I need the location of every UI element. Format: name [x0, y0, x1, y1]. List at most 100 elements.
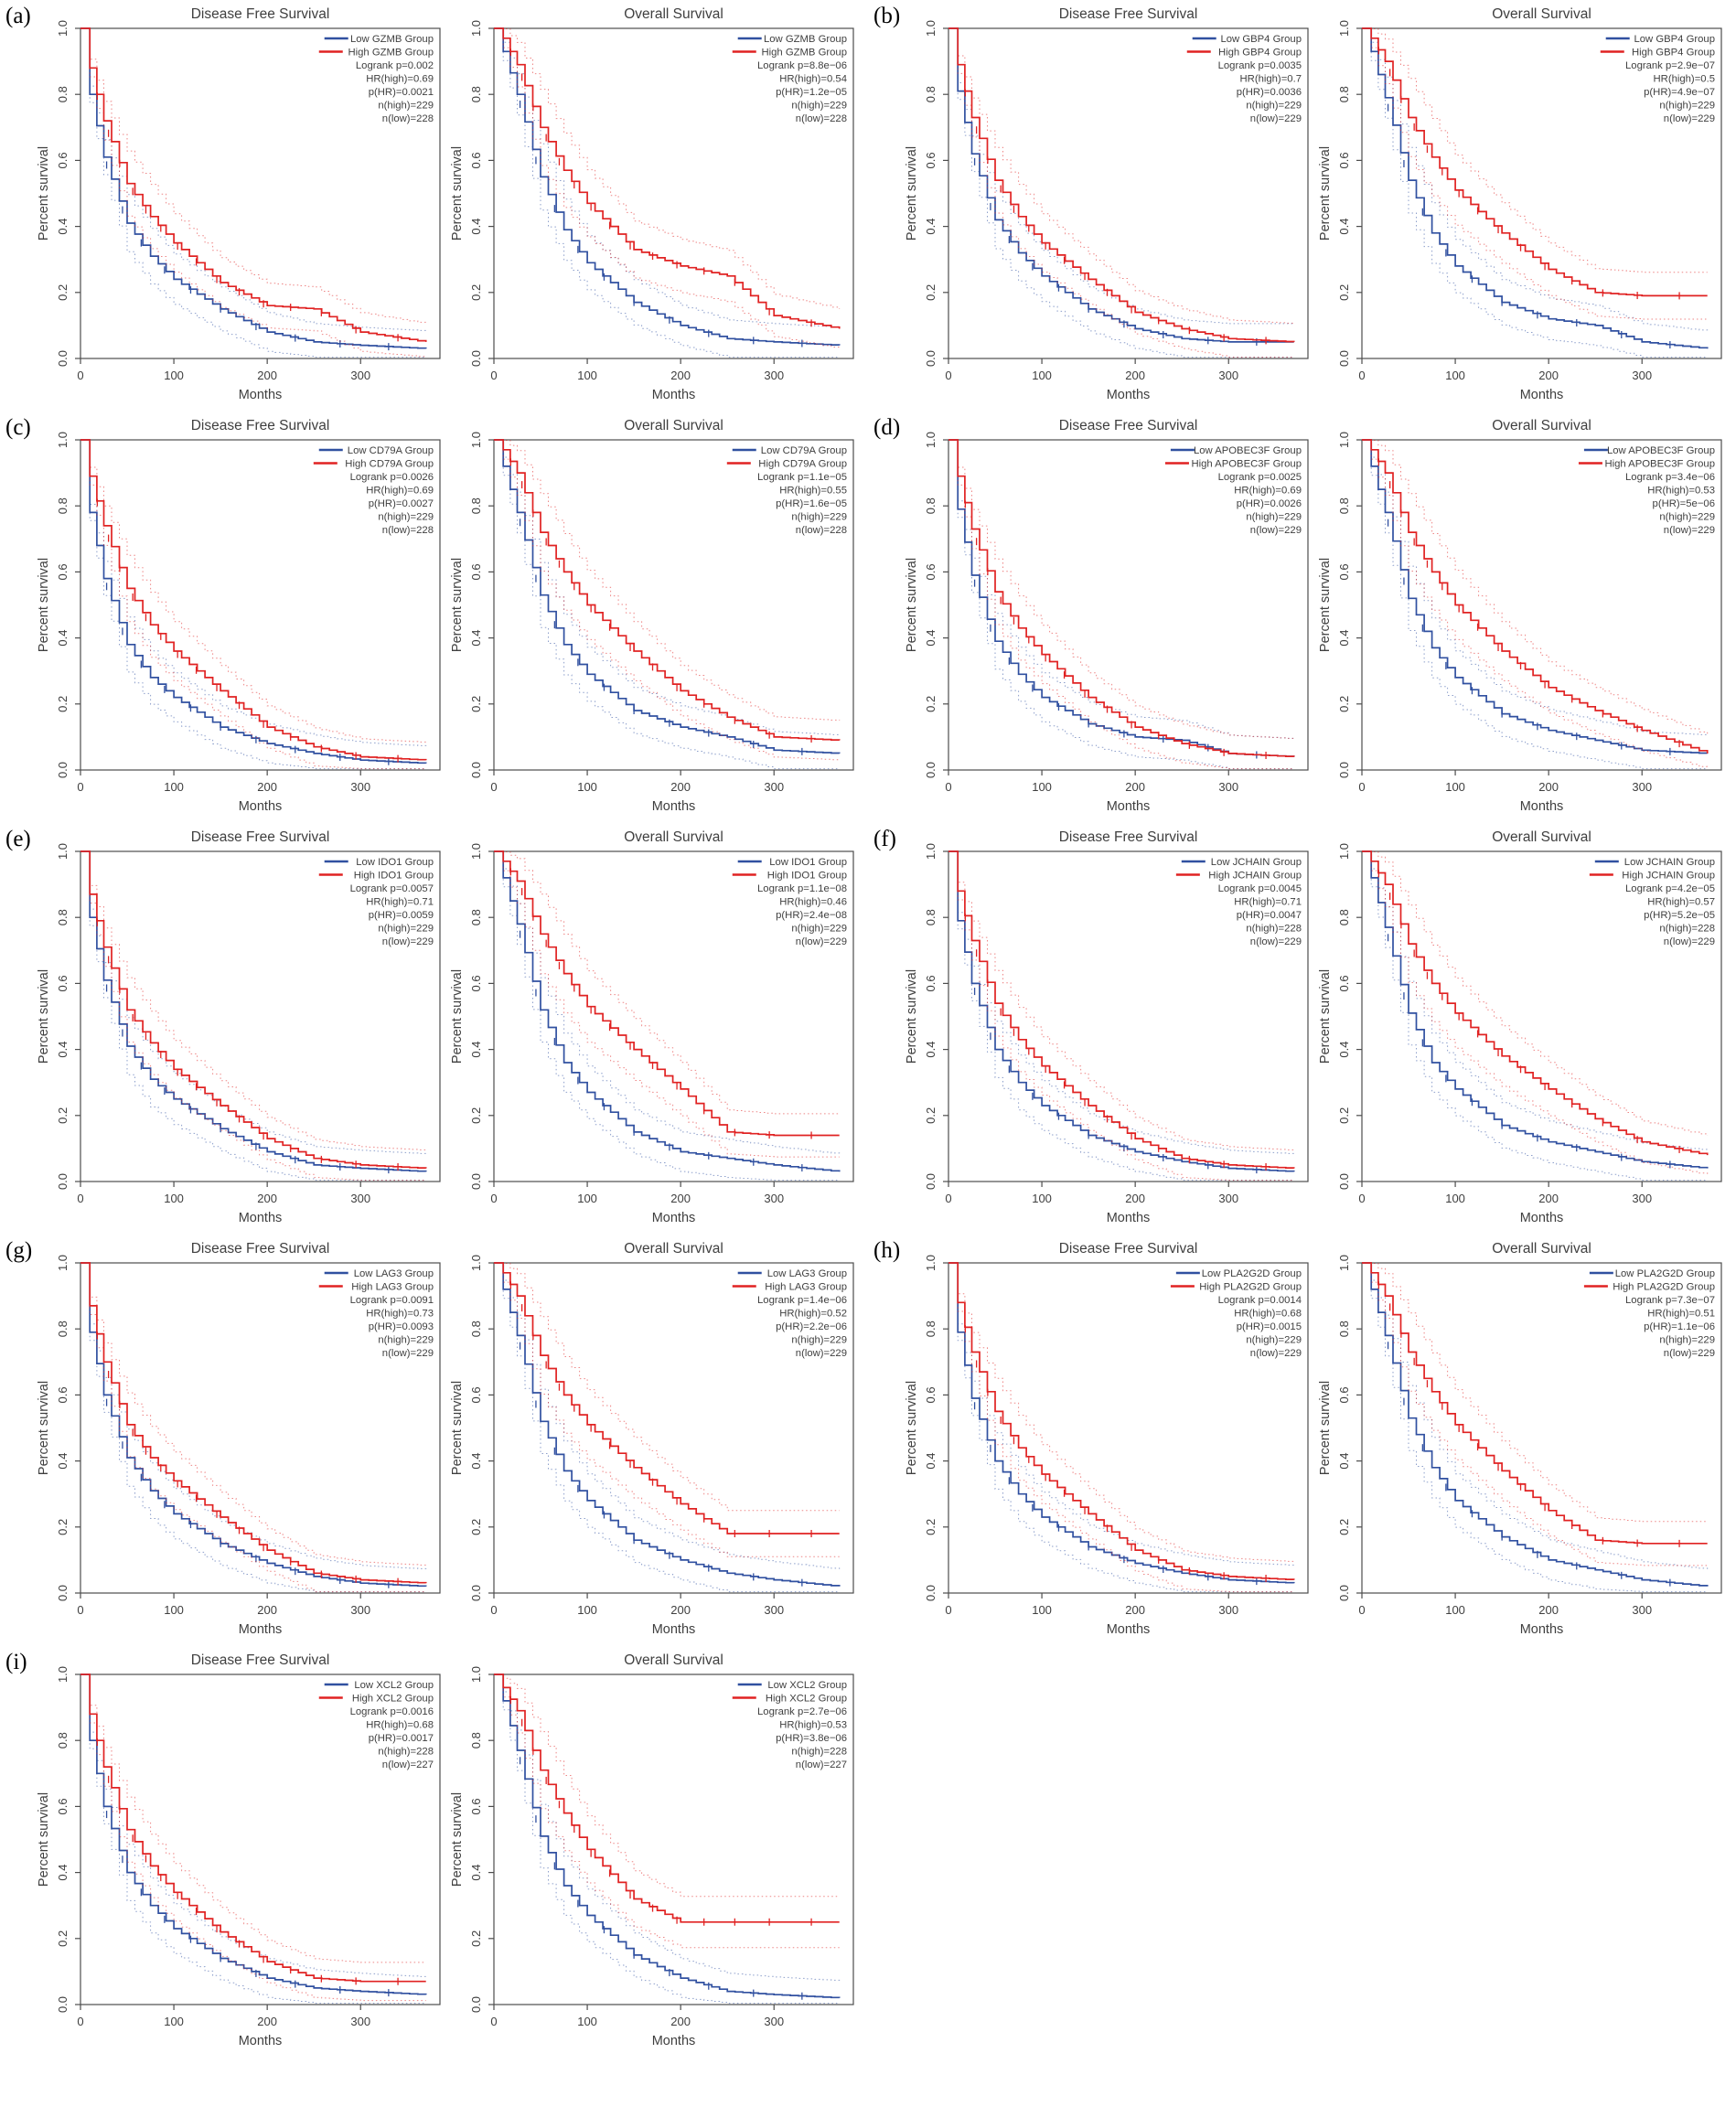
legend-high-label: High APOBEC3F Group: [1191, 459, 1302, 470]
curve-group-low: [948, 27, 1294, 358]
y-axis: 0.0 0.2 0.4 0.6 0.8 1.0 Percent survival: [37, 20, 80, 367]
y-tick-label: 1.0: [469, 843, 483, 860]
ci-upper-low: [80, 439, 427, 746]
legend-low-label: Low GZMB Group: [350, 34, 434, 45]
y-tick-label: 0.6: [469, 1798, 483, 1814]
y-tick-label: 0.6: [56, 1386, 70, 1403]
y-tick-label: 0.4: [469, 1042, 483, 1058]
legend-high-label: High LAG3 Group: [765, 1282, 847, 1293]
km-curve-high: [494, 1674, 840, 1923]
y-axis: 0.0 0.2 0.4 0.6 0.8 1.0 Percent survival: [37, 1255, 80, 1601]
legend-stat-4: n(low)=229: [1250, 1348, 1302, 1359]
y-tick-label: 0.4: [56, 630, 70, 647]
km-plot-dfs-ido1: Disease Free Survival 0 100 200 300 Months 0.0…: [37, 829, 441, 1225]
curve-group-low: [494, 1674, 841, 2005]
legend-stat-4: n(low)=229: [1664, 1348, 1715, 1359]
plot-title: Disease Free Survival: [191, 829, 330, 845]
km-plot-dfs-jchain: Disease Free Survival 0 100 200 300 Months 0.0…: [905, 829, 1309, 1225]
legend-stat-1: HR(high)=0.53: [779, 1720, 847, 1731]
x-tick-label: 300: [764, 780, 784, 794]
y-tick-label: 0.2: [469, 1107, 483, 1124]
y-tick-label: 0.4: [1337, 1042, 1351, 1058]
y-axis-title: Percent survival: [905, 558, 919, 652]
legend-stat-2: p(HR)=0.0026: [1237, 498, 1302, 509]
legend-stat-2: p(HR)=0.0059: [369, 910, 434, 921]
legend-high-label: High GZMB Group: [761, 48, 847, 59]
legend-stat-0: Logrank p=8.8e−06: [757, 60, 847, 71]
y-tick-label: 0.4: [469, 1865, 483, 1881]
ci-upper-high: [948, 850, 1295, 1150]
ci-lower-low: [494, 1674, 840, 2005]
ci-upper-low: [1362, 439, 1709, 735]
y-tick-label: 0.2: [924, 696, 938, 712]
legend-stat-2: p(HR)=1.1e−06: [1644, 1321, 1715, 1332]
ci-lower-low: [494, 27, 840, 358]
legend-stat-1: HR(high)=0.68: [1234, 1309, 1302, 1320]
y-tick-label: 1.0: [924, 843, 938, 860]
x-axis-title: Months: [1107, 1211, 1151, 1225]
x-tick-label: 0: [945, 1603, 951, 1617]
x-tick-label: 200: [257, 2015, 277, 2028]
y-tick-label: 0.8: [469, 497, 483, 514]
legend-stat-3: n(high)=229: [378, 101, 434, 112]
y-tick-label: 0.0: [469, 1585, 483, 1601]
plot-box: [80, 850, 441, 1182]
panel-plots: Disease Free Survival 0 100 200 300 Months 0.0…: [903, 1238, 1730, 1648]
y-tick-label: 1.0: [1337, 1255, 1351, 1271]
ci-lower-low: [948, 1262, 1294, 1593]
y-tick-label: 0.2: [56, 696, 70, 712]
x-axis: 0 100 200 300 Months: [945, 770, 1238, 814]
x-tick-label: 0: [490, 1603, 497, 1617]
legend-low-label: Low XCL2 Group: [354, 1680, 434, 1691]
panel-e: (e) Disease Free Survival 0 100 200 300 Months…: [0, 827, 868, 1236]
ci-upper-high: [80, 1262, 427, 1566]
km-curve-low: [80, 27, 427, 349]
y-tick-label: 0.4: [56, 1453, 70, 1470]
km-curve-low: [494, 27, 841, 346]
y-tick-label: 1.0: [924, 432, 938, 448]
legend-stat-3: n(high)=228: [791, 1747, 847, 1758]
km-curve-high: [80, 1674, 426, 1983]
legend-stat-0: Logrank p=0.002: [356, 60, 434, 71]
curve-group-low: [494, 27, 841, 358]
ci-lower-low: [80, 1262, 426, 1593]
ci-upper-high: [80, 1674, 426, 1963]
x-axis: 0 100 200 300 Months: [77, 358, 370, 402]
x-tick-label: 200: [670, 780, 691, 794]
y-tick-label: 0.4: [924, 630, 938, 647]
legend-stat-1: HR(high)=0.69: [1234, 486, 1302, 497]
legend-high-label: High PLA2G2D Group: [1199, 1282, 1302, 1293]
ci-upper-high: [80, 850, 427, 1150]
x-tick-label: 100: [577, 1192, 597, 1205]
x-axis: 0 100 200 300 Months: [77, 2005, 370, 2048]
y-tick-label: 0.4: [469, 630, 483, 647]
x-tick-label: 100: [1032, 780, 1052, 794]
y-tick-label: 0.2: [1337, 696, 1351, 712]
curve-group-high: [80, 1262, 427, 1593]
x-tick-label: 0: [490, 369, 497, 382]
y-tick-label: 0.6: [1337, 563, 1351, 580]
y-tick-label: 0.6: [56, 1798, 70, 1814]
panel-plots: Disease Free Survival 0 100 200 300 Months 0.0…: [35, 4, 862, 413]
legend-stat-2: p(HR)=4.9e−07: [1644, 87, 1715, 98]
km-plot-dfs-xcl2: Disease Free Survival 0 100 200 300 Months 0.0…: [37, 1652, 441, 2048]
plot-title: Disease Free Survival: [1059, 418, 1198, 433]
km-curve-high: [948, 850, 1295, 1169]
y-tick-label: 0.2: [1337, 1107, 1351, 1124]
ci-lower-low: [80, 850, 426, 1182]
curve-group-high: [948, 439, 1295, 770]
legend-stat-4: n(low)=229: [1664, 525, 1715, 536]
y-tick-label: 0.2: [469, 1519, 483, 1535]
km-curve-low: [80, 850, 427, 1172]
plot-box: [493, 1262, 854, 1594]
legend-stat-1: HR(high)=0.71: [1234, 897, 1302, 908]
y-tick-label: 0.8: [1337, 909, 1351, 925]
x-tick-label: 100: [1445, 1603, 1465, 1617]
curve-group-high: [494, 1674, 840, 1949]
y-axis-title: Percent survival: [905, 1381, 919, 1475]
legend-stat-0: Logrank p=1.1e−05: [757, 472, 847, 483]
y-axis-title: Percent survival: [905, 146, 919, 241]
legend-stat-0: Logrank p=0.0057: [350, 883, 434, 894]
plot-box: [948, 1262, 1309, 1594]
